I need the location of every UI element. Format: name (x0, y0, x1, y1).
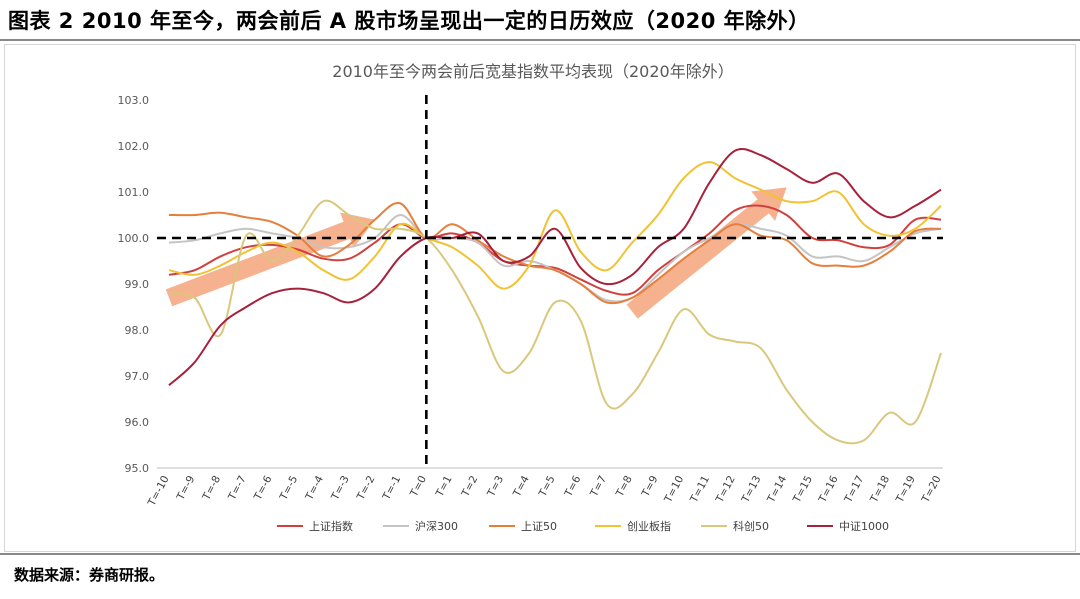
x-tick-label: T=17 (842, 474, 866, 506)
x-tick-label: T=12 (713, 474, 737, 506)
series-line (168, 199, 942, 445)
series-line (168, 204, 942, 296)
source-note: 数据来源：券商研报。 (14, 566, 165, 584)
x-tick-label: T=-7 (226, 474, 249, 503)
line-chart: 2010年至今两会前后宽基指数平均表现（2020年除外） 95.0 96.0 97.… (118, 62, 944, 533)
x-axis-ticks: T=-10 T=-9 T=-8 T=-7 T=-6 T=-5 T=-4 T=-3 T=-2 T=-… (145, 473, 943, 508)
x-tick-label: T=-10 (145, 474, 171, 509)
legend-label: 沪深300 (415, 519, 458, 533)
legend: 上证指数 沪深300 上证50 创业板指 科创50 中证1000 (277, 519, 889, 533)
x-tick-label: T=18 (868, 474, 892, 506)
legend-label: 创业板指 (627, 519, 671, 533)
y-tick-label: 100.0 (118, 232, 150, 245)
y-tick-label: 96.0 (125, 416, 150, 429)
x-tick-label: T=-8 (200, 474, 223, 503)
x-tick-label: T=-5 (277, 474, 300, 503)
reference-lines (157, 95, 943, 468)
x-tick-label: T=10 (662, 474, 686, 506)
x-tick-label: T=11 (688, 474, 712, 506)
y-tick-label: 98.0 (125, 324, 150, 337)
series-lines (168, 147, 942, 445)
chart-title: 2010年至今两会前后宽基指数平均表现（2020年除外） (332, 62, 733, 81)
x-tick-label: T=3 (485, 474, 506, 500)
legend-label: 科创50 (733, 519, 769, 533)
x-tick-label: T=19 (893, 474, 917, 506)
x-tick-label: T=20 (919, 474, 943, 506)
figure-title: 图表 2 2010 年至今，两会前后 A 股市场呈现出一定的日历效应（2020 … (8, 9, 810, 33)
series-line (168, 147, 942, 386)
chart-container: 2010年至今两会前后宽基指数平均表现（2020年除外） 95.0 96.0 97.… (4, 44, 1076, 552)
legend-label: 上证指数 (309, 519, 353, 533)
legend-label: 中证1000 (839, 520, 889, 533)
x-tick-label: T=-9 (174, 474, 197, 503)
x-tick-label: T=6 (562, 474, 583, 500)
x-tick-label: T=7 (588, 474, 609, 500)
x-tick-label: T=-2 (354, 474, 377, 503)
x-tick-label: T=15 (791, 474, 815, 506)
top-rule (0, 39, 1080, 41)
y-tick-label: 99.0 (125, 278, 150, 291)
x-tick-label: T=13 (739, 474, 763, 506)
x-tick-label: T=2 (459, 474, 480, 500)
legend-label: 上证50 (521, 520, 557, 533)
x-tick-label: T=14 (765, 473, 790, 505)
y-tick-label: 101.0 (118, 186, 150, 199)
y-tick-label: 97.0 (125, 370, 150, 383)
x-tick-label: T=4 (511, 474, 532, 500)
x-tick-label: T=1 (433, 474, 454, 500)
x-tick-label: T=-4 (303, 473, 326, 502)
x-tick-label: T=5 (536, 474, 557, 500)
x-tick-label: T=-6 (251, 473, 274, 502)
y-tick-label: 102.0 (118, 140, 150, 153)
y-axis-ticks: 95.0 96.0 97.0 98.0 99.0 100.0 101.0 102.0 103.0 (118, 94, 150, 475)
x-tick-label: T=0 (408, 474, 429, 500)
y-tick-label: 95.0 (125, 462, 150, 475)
x-tick-label: T=-3 (329, 474, 352, 503)
x-tick-label: T=9 (639, 474, 660, 500)
series-line (168, 161, 942, 290)
y-tick-label: 103.0 (118, 94, 150, 107)
trend-arrow (626, 187, 787, 319)
x-tick-label: T=-1 (380, 474, 403, 503)
bottom-rule (0, 553, 1080, 555)
x-tick-label: T=8 (613, 474, 634, 500)
x-tick-label: T=16 (816, 473, 841, 505)
